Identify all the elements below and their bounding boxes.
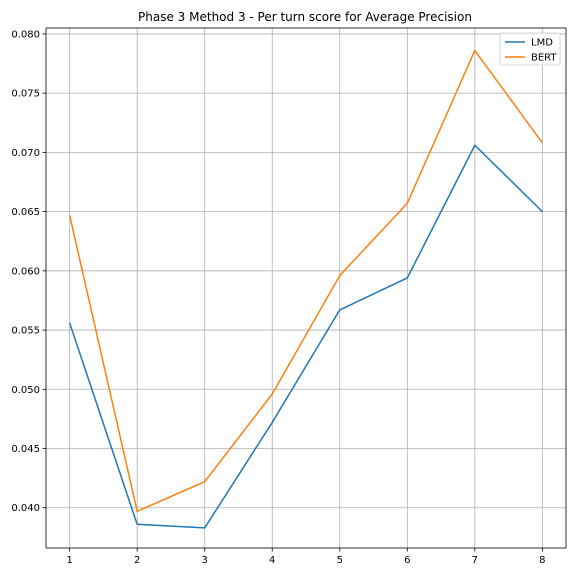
y-tick-label: 0.080 — [11, 29, 40, 40]
y-tick-label: 0.050 — [11, 385, 40, 396]
y-tick-label: 0.060 — [11, 266, 40, 277]
y-tick-label: 0.070 — [11, 148, 40, 159]
legend-label-lmd: LMD — [531, 38, 553, 49]
legend-label-bert: BERT — [531, 53, 557, 64]
y-tick-label: 0.075 — [11, 89, 40, 100]
x-axis-ticks: 1 2 3 4 5 6 7 8 — [66, 548, 546, 566]
chart-title: Phase 3 Method 3 - Per turn score for Av… — [138, 10, 472, 24]
y-tick-label: 0.055 — [11, 326, 40, 337]
x-tick-label: 8 — [539, 555, 545, 566]
y-tick-label: 0.045 — [11, 444, 40, 455]
x-tick-label: 1 — [66, 555, 72, 566]
y-axis-ticks: 0.040 0.045 0.050 0.055 0.060 0.065 0.070 0.075… — [11, 29, 46, 514]
grid — [46, 28, 566, 548]
legend: LMD BERT — [499, 32, 561, 66]
series-lines — [68, 49, 543, 529]
x-tick-label: 2 — [134, 555, 140, 566]
x-tick-label: 4 — [269, 555, 275, 566]
y-tick-label: 0.040 — [11, 503, 40, 514]
x-tick-label: 7 — [472, 555, 478, 566]
y-tick-label: 0.065 — [11, 207, 40, 218]
series-line-bert — [68, 49, 543, 513]
x-tick-label: 3 — [202, 555, 208, 566]
x-tick-label: 5 — [337, 555, 343, 566]
plot-frame — [45, 27, 567, 549]
series-line-lmd — [68, 144, 543, 529]
x-tick-label: 6 — [404, 555, 410, 566]
